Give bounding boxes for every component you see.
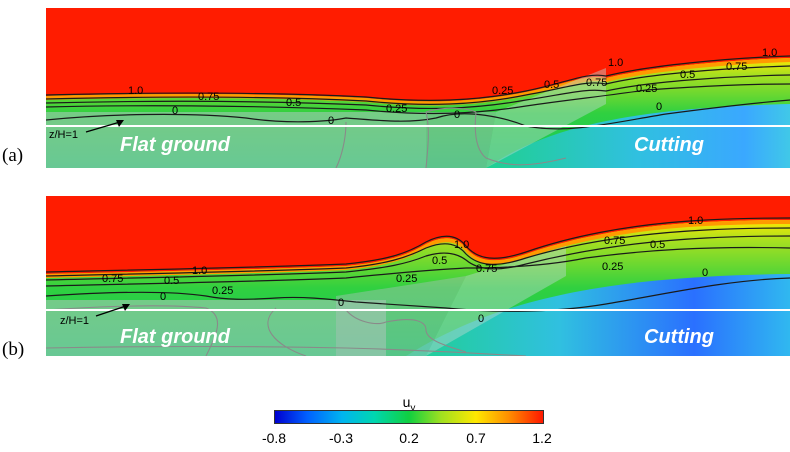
contour-1.0 [46, 217, 790, 273]
contour-label: 0 [338, 297, 344, 309]
contour-label: 0.5 [650, 239, 665, 251]
contour-label: 0.5 [432, 255, 447, 267]
contour-label: 1.0 [762, 47, 777, 59]
cutting-jet-region [406, 274, 790, 356]
contour-label: 0.25 [396, 273, 417, 285]
height-marker-label: z/H=1 [49, 129, 78, 141]
arrow-head [116, 120, 124, 127]
cutting-jet-region [486, 104, 790, 168]
contour-label: 0.25 [212, 285, 233, 297]
colorbar-title-symbol: u [402, 394, 411, 410]
colorbar-tick-label: 0.2 [399, 430, 419, 446]
contour-label-group: 1.0 0.75 0.5 0.25 0 0 0.25 0.5 0.75 1.0 … [128, 47, 777, 127]
contour-label: 0.75 [476, 263, 497, 275]
contour-0.5 [46, 235, 790, 281]
cutting-label: Cutting [634, 134, 704, 156]
contour-label: 1.0 [192, 265, 207, 277]
colorbar-gradient [274, 410, 544, 424]
contour-label: 0.25 [636, 83, 657, 95]
height-marker-label: z/H=1 [60, 315, 89, 327]
contour-label: 0 [328, 115, 334, 127]
arrow-head [122, 304, 130, 311]
contour-label: 1.0 [454, 239, 469, 251]
contour-label-group: 0.75 0.5 1.0 0 0.25 0 0.25 0.5 1.0 0.75 … [102, 215, 708, 325]
contour-0.5 [46, 74, 790, 110]
contour-label: 0.25 [386, 103, 407, 115]
flat-ground-label: Flat ground [120, 134, 230, 156]
zero-velocity-gray-line [335, 107, 567, 168]
embankment-shade [336, 276, 466, 356]
contour-label: 0.75 [102, 273, 123, 285]
contour-label: 0.75 [198, 91, 219, 103]
contour-label: 1.0 [688, 215, 703, 227]
panel-a-contour-plot: 1.0 0.75 0.5 0.25 0 0 0.25 0.5 0.75 1.0 … [46, 8, 790, 168]
orange-band [46, 58, 790, 106]
contour-label: 0.25 [602, 261, 623, 273]
contour-label: 1.0 [128, 85, 143, 97]
cutting-label: Cutting [644, 326, 714, 348]
colorbar-title: uy [274, 394, 544, 414]
contour-label: 0 [172, 105, 178, 117]
flat-ground-shade [46, 112, 426, 168]
contour-lines [46, 55, 790, 115]
contour-0.75 [46, 227, 790, 277]
contour-label: 0 [478, 313, 484, 325]
flat-ground-label: Flat ground [120, 326, 230, 348]
contour-label: 0.25 [492, 85, 513, 97]
orange-band [46, 220, 790, 278]
contour-label: 0.5 [286, 97, 301, 109]
contour-label: 0 [454, 109, 460, 121]
height-marker-arrow [95, 305, 127, 317]
colorbar-tick-label: -0.8 [261, 430, 287, 446]
contour-0.25 [46, 83, 790, 115]
panel-a-letter: (a) [2, 145, 24, 166]
contour-label: 0.5 [164, 275, 179, 287]
panel-b-contour-plot: 0.75 0.5 1.0 0 0.25 0 0.25 0.5 1.0 0.75 … [46, 196, 790, 356]
contour-label: 0.75 [586, 77, 607, 89]
contour-label: 0 [160, 291, 166, 303]
contour-label: 0.75 [604, 235, 625, 247]
contour-0.25 [46, 246, 790, 287]
contour-lines [46, 217, 790, 287]
contour-0 [46, 99, 790, 130]
zero-velocity-gray-line [46, 305, 527, 356]
height-marker-arrow [85, 121, 121, 133]
panel-b-letter: (b) [2, 339, 25, 360]
slope-shade [486, 68, 606, 168]
contour-label: 0 [702, 267, 708, 279]
slope-shade [426, 246, 566, 356]
contour-label: 0 [656, 101, 662, 113]
contour-0 [46, 277, 790, 312]
colorbar-tick-label: -0.3 [328, 430, 354, 446]
colorbar: uy -0.8 -0.3 0.2 0.7 1.2 [262, 394, 552, 452]
contour-label: 0.75 [726, 61, 747, 73]
colorbar-tick-label: 0.7 [466, 430, 486, 446]
colorbar-title-subscript: y [410, 402, 416, 414]
embankment-shade [426, 112, 496, 168]
contour-0.75 [46, 65, 790, 105]
contour-label: 0.5 [544, 79, 559, 91]
contour-1.0 [46, 55, 790, 101]
contour-label: 1.0 [608, 57, 623, 69]
contour-label: 0.5 [680, 69, 695, 81]
colorbar-tick-label: 1.2 [532, 430, 552, 446]
